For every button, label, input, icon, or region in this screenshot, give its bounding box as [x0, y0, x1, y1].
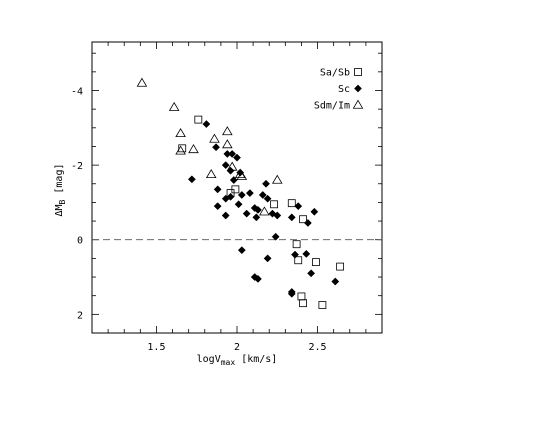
x-tick-label: 1.5 [147, 342, 165, 353]
data-point [258, 191, 267, 199]
data-point [175, 145, 186, 155]
x-axis-label: logVmax [km/s] [197, 354, 278, 367]
data-point [222, 126, 233, 136]
y-tick-label: -2 [71, 161, 83, 172]
legend-marker [354, 84, 362, 93]
y-axis-label: ΔMB [mag] [54, 164, 67, 217]
data-point [222, 139, 233, 149]
data-point [253, 274, 262, 283]
data-point [237, 246, 246, 255]
data-point [253, 205, 262, 214]
data-point [234, 169, 246, 179]
data-point [287, 213, 296, 222]
legend-label: Sa/Sb [320, 68, 350, 79]
data-point [187, 175, 196, 184]
data-point [226, 166, 235, 175]
data-point [287, 199, 296, 208]
data-markers [136, 77, 345, 309]
data-point [136, 77, 148, 87]
data-point [318, 301, 327, 309]
data-point [259, 206, 270, 216]
series-sa-sb [178, 115, 345, 309]
x-tick-label: 2.5 [309, 342, 327, 353]
data-point [245, 189, 254, 198]
data-point [205, 169, 217, 179]
data-point [307, 269, 316, 278]
legend: Sa/Sb Sc Sdm/Im [314, 68, 364, 112]
x-tick-label: 2 [234, 342, 240, 353]
y-tick-label: 0 [77, 236, 83, 247]
data-point [213, 185, 222, 194]
data-point [178, 144, 187, 153]
data-point [331, 277, 340, 286]
data-point [209, 133, 220, 143]
data-point [233, 153, 241, 162]
data-point [213, 202, 222, 211]
data-point [175, 128, 186, 138]
data-point [291, 250, 299, 259]
data-point [299, 299, 307, 308]
data-point [229, 176, 238, 184]
data-point [303, 218, 312, 227]
series-sc [187, 120, 340, 298]
data-point [270, 200, 278, 209]
data-point [262, 179, 270, 188]
data-point [237, 191, 246, 199]
data-point [212, 143, 221, 152]
data-point [221, 211, 230, 220]
data-point [228, 149, 237, 158]
data-point [252, 213, 261, 222]
data-point [292, 240, 301, 249]
data-point [263, 194, 272, 203]
tick-labels: 1.5 2 2.5 -4 -2 0 2 [71, 87, 327, 354]
y-tick-label: -4 [71, 87, 83, 98]
data-point [236, 168, 245, 177]
legend-label: Sc [338, 84, 350, 95]
data-point [226, 192, 235, 201]
data-point [236, 170, 248, 180]
data-point [234, 200, 243, 209]
data-point [221, 161, 230, 170]
series-sdm-im [136, 77, 283, 216]
legend-label: Sdm/Im [314, 101, 350, 112]
data-point [194, 115, 203, 124]
data-point [310, 207, 319, 216]
legend-marker [354, 68, 362, 76]
y-tick-label: 2 [77, 310, 83, 321]
data-point [188, 144, 199, 154]
data-point [297, 292, 306, 301]
data-point [271, 174, 283, 184]
data-point [336, 262, 345, 271]
data-point [271, 232, 280, 241]
data-point [273, 211, 282, 220]
data-point [168, 101, 180, 111]
data-point [294, 256, 303, 265]
data-point [312, 258, 320, 267]
data-point [294, 202, 303, 211]
data-point [287, 289, 296, 298]
legend-marker [352, 99, 364, 109]
data-point [299, 215, 307, 224]
data-point [226, 161, 238, 171]
data-point [242, 209, 251, 218]
data-point [263, 254, 272, 263]
data-point [202, 120, 211, 129]
data-point [302, 249, 311, 258]
